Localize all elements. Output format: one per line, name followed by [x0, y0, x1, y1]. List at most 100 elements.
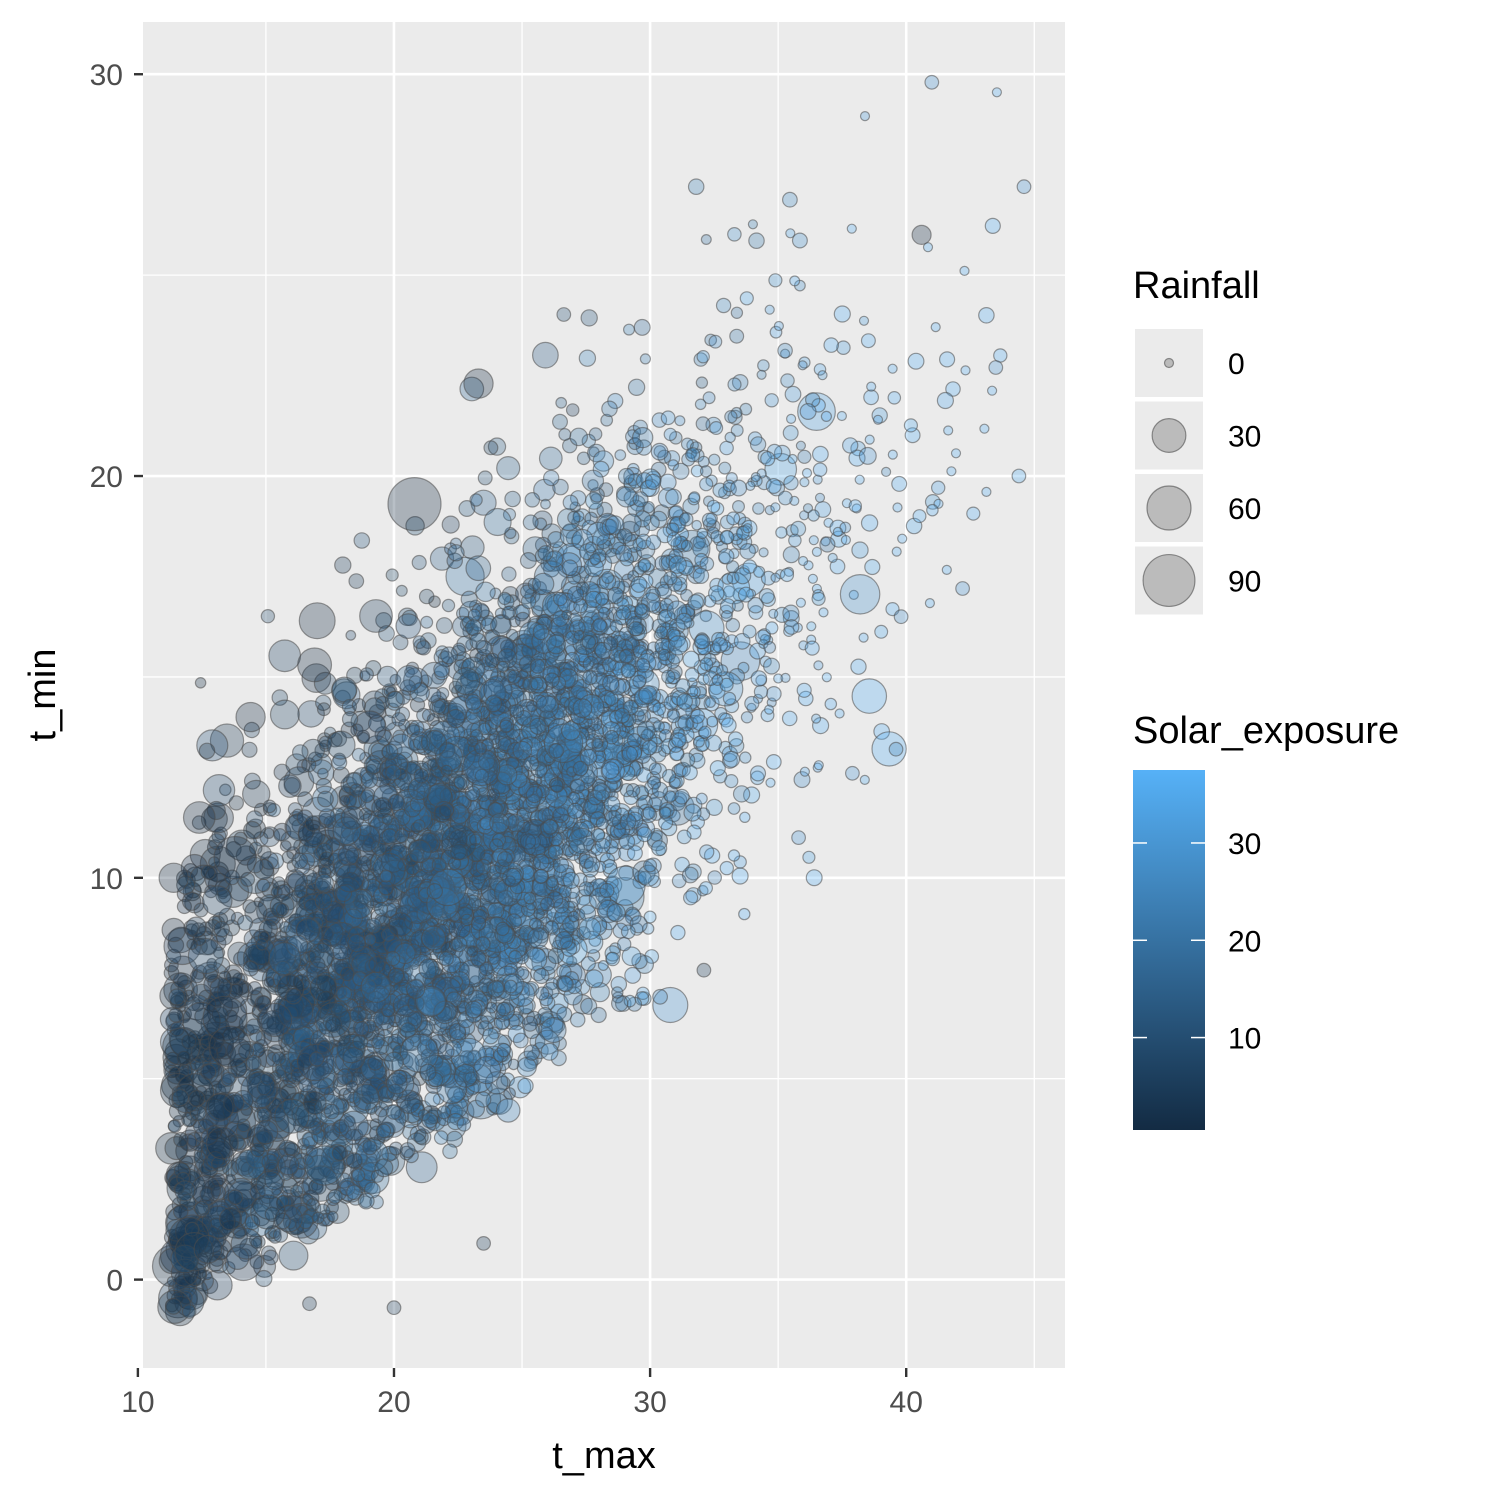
data-point	[552, 807, 569, 824]
data-point	[181, 1304, 197, 1319]
data-point	[413, 1129, 429, 1145]
data-point	[395, 584, 408, 597]
data-point	[657, 648, 671, 662]
data-point	[496, 456, 521, 481]
data-point	[501, 566, 517, 582]
data-point	[173, 1131, 189, 1148]
data-point	[827, 552, 838, 564]
data-point	[290, 1184, 304, 1198]
data-point	[670, 924, 686, 941]
data-point	[753, 684, 769, 700]
data-point	[415, 640, 432, 656]
data-point	[805, 869, 823, 887]
data-point	[706, 715, 719, 728]
data-point	[943, 425, 954, 436]
data-point	[609, 619, 624, 633]
data-point	[760, 708, 775, 723]
data-point	[557, 975, 574, 993]
data-point	[411, 554, 427, 571]
data-point	[652, 988, 668, 1005]
data-point	[860, 333, 876, 349]
data-point	[666, 709, 681, 724]
data-point	[757, 359, 770, 372]
data-point	[580, 309, 598, 327]
data-point	[532, 341, 559, 369]
data-point	[504, 490, 521, 508]
data-point	[165, 1297, 182, 1315]
data-point	[750, 472, 761, 483]
data-point	[499, 719, 513, 734]
data-point	[700, 234, 712, 246]
data-point	[729, 328, 745, 344]
data-point	[573, 629, 585, 641]
data-point	[801, 467, 813, 479]
data-point	[781, 710, 798, 727]
data-point	[924, 597, 936, 609]
data-point	[641, 739, 658, 756]
data-point	[859, 774, 870, 786]
data-point	[540, 498, 551, 510]
data-point	[576, 451, 591, 466]
data-point	[395, 613, 422, 639]
data-point	[194, 1201, 210, 1217]
data-point	[535, 986, 550, 1001]
data-point	[807, 573, 819, 584]
data-point	[262, 799, 277, 814]
data-point	[334, 821, 352, 839]
data-point	[305, 1197, 320, 1212]
data-point	[874, 624, 889, 639]
data-point	[708, 334, 723, 349]
data-point	[311, 1211, 325, 1225]
data-point	[556, 1006, 573, 1023]
data-point	[668, 555, 687, 574]
data-point	[748, 232, 765, 249]
data-point	[651, 412, 668, 428]
data-point	[966, 506, 981, 521]
data-point	[340, 805, 365, 830]
data-point	[441, 515, 460, 534]
data-point	[745, 480, 756, 491]
data-point	[568, 827, 595, 855]
data-point	[364, 933, 377, 946]
data-point	[359, 667, 374, 682]
data-point	[561, 609, 572, 621]
data-point	[168, 988, 186, 1006]
data-point	[611, 986, 624, 999]
data-point	[739, 291, 754, 306]
data-point	[864, 434, 875, 445]
data-point	[642, 806, 656, 820]
data-point	[765, 777, 776, 788]
data-point	[682, 890, 699, 906]
data-point	[726, 511, 741, 526]
data-point	[550, 779, 564, 793]
data-point	[777, 490, 793, 506]
data-point	[699, 609, 713, 623]
data-point	[482, 1027, 500, 1045]
data-point	[615, 544, 633, 562]
data-point	[887, 390, 902, 405]
data-point	[318, 851, 335, 867]
data-point	[615, 604, 631, 621]
data-point	[354, 1020, 370, 1037]
data-point	[362, 1140, 378, 1156]
data-point	[436, 1105, 451, 1120]
data-point	[256, 878, 271, 893]
data-point	[558, 428, 572, 442]
data-point	[555, 396, 568, 409]
data-point	[590, 1006, 607, 1024]
data-point	[262, 1249, 279, 1266]
data-point	[722, 750, 741, 768]
data-point	[460, 590, 478, 608]
data-point	[926, 503, 939, 517]
data-point	[684, 447, 701, 463]
data-point	[316, 702, 331, 717]
data-point	[578, 349, 597, 367]
data-point	[601, 400, 618, 418]
data-point	[747, 431, 763, 446]
data-point	[367, 1054, 384, 1071]
data-point	[694, 398, 707, 411]
data-point	[638, 684, 658, 705]
data-point	[683, 803, 702, 822]
data-point	[523, 1044, 541, 1061]
data-point	[477, 470, 493, 486]
